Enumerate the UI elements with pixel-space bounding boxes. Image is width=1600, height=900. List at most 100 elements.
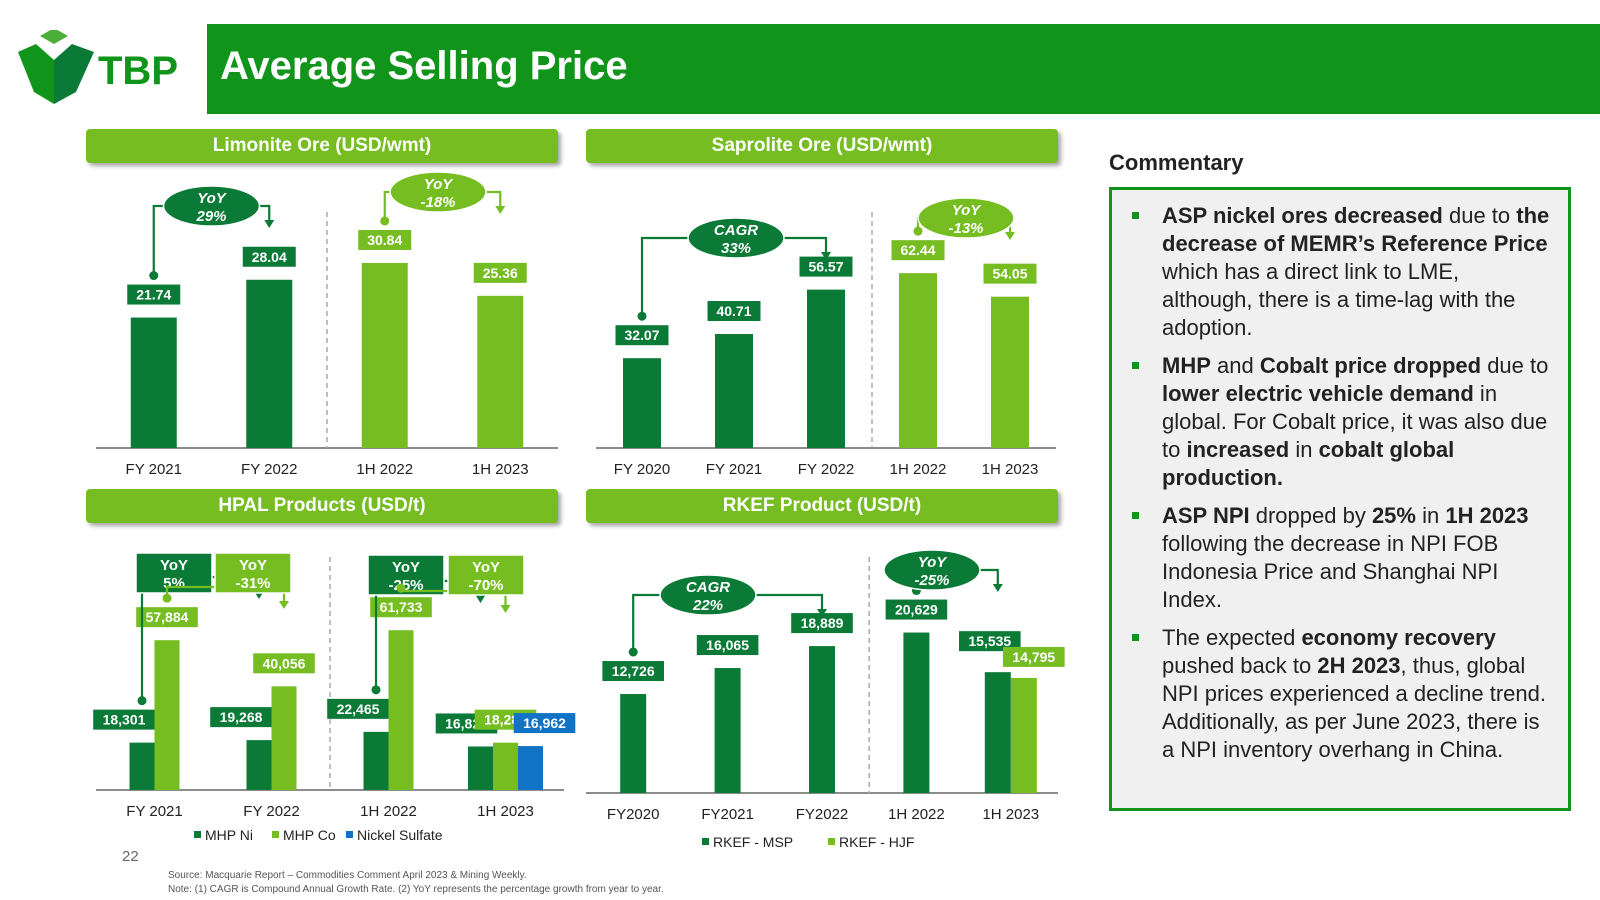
growth-badge-value: -70% [468, 577, 503, 594]
data-label-bg [891, 240, 945, 261]
growth-badge-label: YoY [160, 557, 188, 574]
data-label-bg [983, 263, 1037, 284]
commentary-text: ASP nickel ores decreased [1162, 203, 1443, 228]
bar [715, 334, 753, 448]
data-label: 18,301 [103, 712, 146, 728]
bar [493, 742, 518, 790]
bracket-start-dot [137, 696, 147, 706]
data-label-bg [885, 599, 948, 620]
growth-badge [389, 171, 487, 213]
commentary-text: in [1415, 503, 1446, 528]
data-label-bg [615, 325, 669, 346]
data-label-bg [136, 607, 198, 628]
growth-badge [659, 574, 757, 616]
commentary-text: and [1210, 353, 1260, 378]
growth-badge [883, 549, 981, 591]
category-tick-label: 1H 2022 [888, 806, 945, 823]
commentary-text: 2H 2023 [1317, 653, 1401, 678]
bullet-icon [1132, 634, 1139, 641]
data-label-bg [370, 597, 432, 618]
bar [468, 746, 493, 790]
data-label: 16,962 [523, 715, 566, 731]
growth-badge [447, 554, 525, 596]
bar [130, 317, 177, 448]
growth-badge-value: -25% [914, 572, 949, 589]
commentary-text: due to [1442, 203, 1517, 228]
bullet-icon [1132, 362, 1139, 369]
commentary-item: MHP and Cobalt price dropped due to lowe… [1126, 352, 1554, 492]
legend-label: MHP Ni [205, 827, 253, 843]
category-tick-label: FY 2021 [126, 461, 182, 478]
data-label-bg [791, 613, 853, 634]
bar [477, 295, 524, 448]
bullet-icon [1132, 512, 1139, 519]
data-label: 18,889 [801, 615, 844, 631]
limonite-panel-title: Limonite Ore (USD/wmt) [86, 129, 558, 163]
data-label-bg [210, 707, 272, 728]
data-label: 14,795 [1012, 649, 1055, 665]
rkef-product-chart: 12,726 FY2020 16,065 FY2021 18,889 FY2022 20,6… [586, 549, 1065, 850]
bar [361, 262, 408, 448]
commentary-text: 25% [1371, 503, 1416, 528]
commentary-title: Commentary [1109, 150, 1244, 175]
commentary-text: economy recovery [1301, 625, 1496, 650]
bracket-arrow-icon [475, 595, 486, 603]
category-tick-label: FY2021 [701, 806, 754, 823]
data-label-bg [127, 284, 181, 305]
commentary-text: in global. For Cobalt price, it was also… [1162, 381, 1548, 462]
bar [518, 746, 543, 790]
data-label: 20,629 [895, 602, 938, 618]
bracket-start-dot [149, 271, 159, 281]
bracket-start-dot [162, 593, 172, 603]
logo-text: TBP [98, 49, 178, 93]
growth-badge-label: YoY [424, 176, 455, 193]
legend-swatch [346, 831, 353, 838]
growth-badge-label: YoY [239, 557, 267, 574]
data-label-bg [358, 229, 412, 250]
data-label-bg [1003, 646, 1065, 667]
data-label: 22,465 [337, 701, 380, 717]
data-label: 57,884 [146, 609, 189, 625]
bracket-start-dot [628, 647, 638, 657]
data-label-bg [242, 246, 296, 267]
bar [1010, 677, 1037, 793]
bracket-arrow-icon [264, 220, 275, 228]
legend-label: RKEF - MSP [713, 834, 793, 850]
bracket-arrow-icon [817, 609, 827, 617]
commentary-text: the decrease of MEMR’s Reference Price [1162, 203, 1550, 256]
data-label: 30.84 [367, 232, 402, 248]
legend-label: Nickel Sulfate [357, 827, 443, 843]
bar [271, 686, 297, 790]
category-tick-label: FY2022 [796, 806, 849, 823]
saprolite-ore-chart: 32.07 FY 2020 40.71 FY 2021 56.57 FY 2022 62.4… [596, 197, 1056, 478]
bracket-arrow-icon [500, 605, 511, 613]
commentary-text: increased [1186, 437, 1290, 462]
category-tick-label: 1H 2022 [890, 461, 947, 478]
bracket-arrow-icon [821, 252, 831, 260]
data-label-bg [696, 635, 759, 656]
commentary-text: in [1289, 437, 1319, 462]
commentary-text: , thus, global NPI prices experienced a … [1162, 653, 1546, 762]
legend-label: MHP Co [283, 827, 336, 843]
data-label: 21.74 [136, 287, 171, 303]
data-label: 62.44 [900, 242, 935, 258]
growth-badge-label: CAGR [714, 222, 758, 239]
data-label-bg [93, 709, 155, 730]
bar [246, 740, 272, 790]
bracket-start-dot [913, 226, 923, 236]
data-label-bg [707, 301, 761, 322]
commentary-box: ASP nickel ores decreased due to the dec… [1109, 187, 1571, 811]
growth-badge-label: YoY [197, 190, 228, 207]
growth-badge-value: 29% [195, 208, 226, 225]
growth-badge-value: -18% [420, 194, 455, 211]
bar [903, 632, 930, 793]
data-label-bg [327, 698, 389, 719]
commentary-item: The expected economy recovery pushed bac… [1126, 624, 1554, 764]
bar [363, 731, 389, 790]
growth-badge-label: YoY [472, 559, 500, 576]
category-tick-label: 1H 2023 [982, 461, 1039, 478]
commentary-text: due to [1481, 353, 1549, 378]
category-tick-label: FY 2022 [798, 461, 854, 478]
saprolite-panel-title: Saprolite Ore (USD/wmt) [586, 129, 1058, 163]
growth-badge-label: CAGR [686, 579, 730, 596]
